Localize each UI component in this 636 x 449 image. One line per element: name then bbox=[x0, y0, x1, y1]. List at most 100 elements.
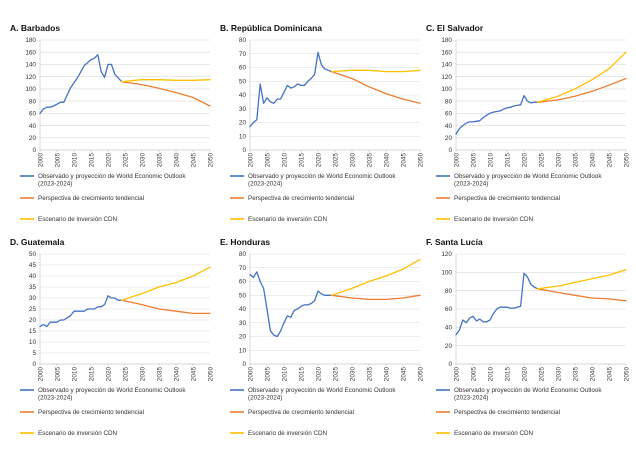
x-tick-label: 2025 bbox=[122, 153, 129, 168]
x-tick-label: 2050 bbox=[417, 153, 424, 168]
legend-label-observed: (2023-2024) bbox=[248, 395, 282, 402]
x-tick-label: 2045 bbox=[190, 367, 197, 382]
y-tick-label: 10 bbox=[29, 339, 37, 346]
x-tick-label: 2035 bbox=[572, 153, 579, 168]
x-tick-label: 2010 bbox=[71, 153, 78, 168]
y-tick-label: 100 bbox=[441, 86, 452, 93]
series-line-observed bbox=[455, 94, 539, 135]
legend-label-tendencial: Perspectiva de crecimiento tendencial bbox=[38, 409, 144, 416]
y-tick-label: 0 bbox=[32, 147, 36, 154]
x-tick-label: 2050 bbox=[623, 367, 630, 382]
y-tick-label: 20 bbox=[445, 343, 453, 350]
y-tick-label: 120 bbox=[441, 74, 452, 81]
series-line-tendencial bbox=[120, 80, 211, 107]
y-tick-label: 120 bbox=[441, 251, 452, 258]
x-tick-label: 2030 bbox=[555, 367, 562, 382]
legend-label-observed: Observado y proyección de World Economic… bbox=[454, 387, 602, 394]
x-tick-label: 2025 bbox=[122, 367, 129, 382]
series-line-observed bbox=[39, 54, 123, 114]
x-tick-label: 2025 bbox=[538, 153, 545, 168]
y-tick-label: 80 bbox=[29, 98, 37, 105]
legend-label-observed: (2023-2024) bbox=[454, 181, 488, 188]
y-tick-label: 20 bbox=[29, 317, 37, 324]
panel-title: F. Santa Lucía bbox=[426, 237, 483, 247]
series-line-cdn bbox=[330, 258, 421, 296]
x-tick-label: 2000 bbox=[247, 153, 254, 168]
x-tick-label: 2040 bbox=[383, 367, 390, 382]
series-line-tendencial bbox=[330, 294, 421, 301]
x-tick-label: 2035 bbox=[572, 367, 579, 382]
x-tick-label: 2030 bbox=[349, 153, 356, 168]
y-tick-label: 10 bbox=[239, 347, 247, 354]
y-tick-label: 60 bbox=[445, 306, 453, 313]
x-tick-label: 2025 bbox=[332, 153, 339, 168]
x-tick-label: 2050 bbox=[623, 153, 630, 168]
y-tick-label: 80 bbox=[239, 251, 247, 258]
x-tick-label: 2045 bbox=[400, 367, 407, 382]
panel-title: A. Barbados bbox=[10, 23, 60, 33]
y-tick-label: 80 bbox=[445, 288, 453, 295]
legend-label-tendencial: Perspectiva de crecimiento tendencial bbox=[248, 409, 354, 416]
x-tick-label: 2005 bbox=[470, 153, 477, 168]
series-line-tendencial bbox=[536, 77, 627, 103]
y-tick-label: 80 bbox=[239, 37, 247, 44]
x-tick-label: 2005 bbox=[264, 367, 271, 382]
series-line-observed bbox=[249, 51, 333, 128]
x-tick-label: 2015 bbox=[298, 153, 305, 168]
x-tick-label: 2020 bbox=[521, 153, 528, 168]
x-tick-label: 2040 bbox=[589, 367, 596, 382]
x-tick-label: 2035 bbox=[366, 367, 373, 382]
x-tick-label: 2015 bbox=[504, 153, 511, 168]
y-tick-label: 0 bbox=[242, 361, 246, 368]
x-tick-label: 2020 bbox=[105, 367, 112, 382]
y-tick-label: 40 bbox=[29, 273, 37, 280]
legend-label-observed: Observado y proyección de World Economic… bbox=[38, 387, 186, 394]
y-tick-label: 45 bbox=[29, 262, 37, 269]
x-tick-label: 2020 bbox=[105, 153, 112, 168]
y-tick-label: 40 bbox=[239, 92, 247, 99]
legend-label-tendencial: Perspectiva de crecimiento tendencial bbox=[38, 195, 144, 202]
y-tick-label: 25 bbox=[29, 306, 37, 313]
legend-label-observed: (2023-2024) bbox=[454, 395, 488, 402]
x-tick-label: 2015 bbox=[504, 367, 511, 382]
y-tick-label: 70 bbox=[239, 265, 247, 272]
y-tick-label: 20 bbox=[239, 120, 247, 127]
series-line-observed bbox=[455, 272, 539, 336]
y-tick-label: 120 bbox=[25, 74, 36, 81]
x-tick-label: 2030 bbox=[555, 153, 562, 168]
x-tick-label: 2050 bbox=[207, 367, 214, 382]
panel-title: D. Guatemala bbox=[10, 237, 65, 247]
series-line-observed bbox=[39, 295, 123, 328]
y-tick-label: 50 bbox=[239, 78, 247, 85]
x-tick-label: 2005 bbox=[264, 153, 271, 168]
series-line-observed bbox=[249, 271, 333, 338]
y-tick-label: 40 bbox=[445, 123, 453, 130]
x-tick-label: 2045 bbox=[190, 153, 197, 168]
y-tick-label: 30 bbox=[239, 106, 247, 113]
y-tick-label: 20 bbox=[445, 135, 453, 142]
x-tick-label: 2015 bbox=[88, 153, 95, 168]
y-tick-label: 0 bbox=[448, 361, 452, 368]
legend-label-observed: Observado y proyección de World Economic… bbox=[248, 173, 396, 180]
x-tick-label: 2005 bbox=[54, 153, 61, 168]
y-tick-label: 40 bbox=[445, 325, 453, 332]
y-tick-label: 100 bbox=[25, 86, 36, 93]
x-tick-label: 2045 bbox=[606, 153, 613, 168]
x-tick-label: 2010 bbox=[487, 153, 494, 168]
y-tick-label: 0 bbox=[242, 147, 246, 154]
y-tick-label: 140 bbox=[441, 62, 452, 69]
legend-label-tendencial: Perspectiva de crecimiento tendencial bbox=[454, 195, 560, 202]
legend-label-cdn: Escenario de inversión CDN bbox=[248, 430, 328, 437]
legend-label-tendencial: Perspectiva de crecimiento tendencial bbox=[454, 409, 560, 416]
y-tick-label: 20 bbox=[29, 135, 37, 142]
x-tick-label: 2010 bbox=[281, 367, 288, 382]
panel-title: E. Honduras bbox=[220, 237, 270, 247]
x-tick-label: 2010 bbox=[487, 367, 494, 382]
series-line-tendencial bbox=[120, 299, 211, 315]
x-tick-label: 2020 bbox=[521, 367, 528, 382]
legend-label-cdn: Escenario de inversión CDN bbox=[38, 430, 118, 437]
x-tick-label: 2040 bbox=[589, 153, 596, 168]
